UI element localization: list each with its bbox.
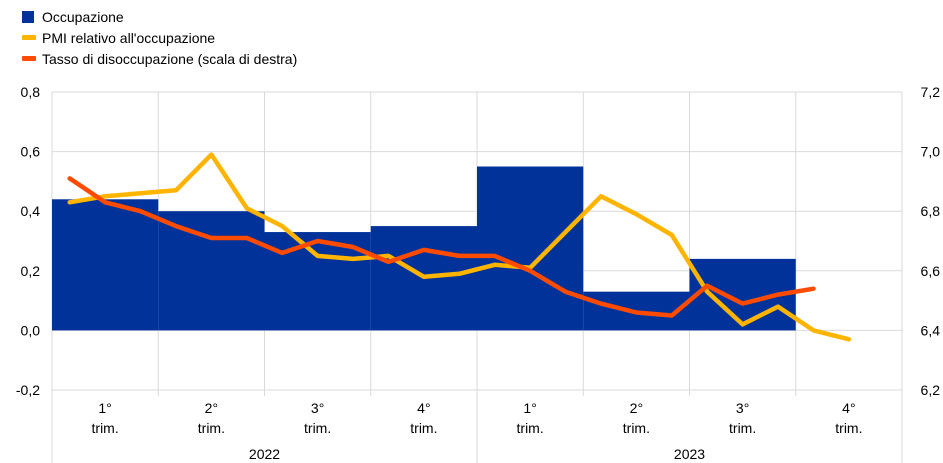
- x-year-label: 2023: [674, 446, 705, 462]
- x-tick-label-quarter: 4°: [417, 400, 430, 416]
- axes: -0,2 0,0 0,2 0,4 0,6 0,8 6,2 6,4 6,6 6,8 7,0 7,2 1° t…: [16, 84, 940, 463]
- y-right-tick-label: 6,6: [921, 263, 941, 279]
- bar-occupazione: [477, 166, 584, 331]
- x-tick-label-quarter: 3°: [311, 400, 324, 416]
- x-tick-label-quarter: 1°: [98, 400, 111, 416]
- chart-legend: Occupazione PMI relativo all'occupazione…: [22, 6, 297, 69]
- x-tick-label-quarter: 2°: [630, 400, 643, 416]
- legend-swatch-pmi: [22, 35, 36, 40]
- y-left-tick-label: 0,8: [21, 84, 41, 100]
- x-tick-label-trim: trim.: [623, 420, 650, 436]
- x-tick-label-quarter: 1°: [523, 400, 536, 416]
- legend-item-occupazione: Occupazione: [22, 6, 297, 27]
- y-left-tick-label: 0,6: [21, 144, 41, 160]
- legend-swatch-occupazione: [22, 10, 34, 23]
- x-tick-label-trim: trim.: [729, 420, 756, 436]
- x-tick-label-trim: trim.: [517, 420, 544, 436]
- y-left-tick-label: -0,2: [16, 382, 40, 398]
- x-tick-label-quarter: 3°: [736, 400, 749, 416]
- line-tasso-disoccupazione: [67, 176, 816, 318]
- y-left-tick-label: 0,0: [21, 322, 41, 338]
- x-tick-label-quarter: 2°: [205, 400, 218, 416]
- x-year-label: 2022: [249, 446, 280, 462]
- legend-item-pmi: PMI relativo all'occupazione: [22, 27, 297, 48]
- legend-item-disoccupazione: Tasso di disoccupazione (scala di destra…: [22, 48, 297, 69]
- x-tick-label-trim: trim.: [304, 420, 331, 436]
- x-tick-label-quarter: 4°: [842, 400, 855, 416]
- x-tick-label-trim: trim.: [92, 420, 119, 436]
- legend-label-occupazione: Occupazione: [42, 8, 124, 25]
- legend-swatch-disoccupazione: [22, 56, 36, 61]
- y-right-tick-label: 6,4: [921, 322, 941, 338]
- series-lines: [67, 152, 852, 342]
- x-tick-label-trim: trim.: [198, 420, 225, 436]
- legend-label-disoccupazione: Tasso di disoccupazione (scala di destra…: [42, 50, 298, 67]
- y-right-tick-label: 6,8: [921, 203, 941, 219]
- bar-occupazione: [158, 211, 265, 331]
- y-right-tick-label: 7,2: [921, 84, 941, 100]
- bar-occupazione: [52, 199, 159, 331]
- y-left-tick-label: 0,2: [21, 263, 41, 279]
- x-tick-label-trim: trim.: [835, 420, 862, 436]
- y-left-tick-label: 0,4: [21, 203, 41, 219]
- y-right-tick-label: 7,0: [921, 144, 941, 160]
- legend-label-pmi: PMI relativo all'occupazione: [42, 29, 216, 46]
- x-tick-label-trim: trim.: [410, 420, 437, 436]
- line-pmi-occupazione: [67, 152, 852, 342]
- y-right-tick-label: 6,2: [921, 382, 941, 398]
